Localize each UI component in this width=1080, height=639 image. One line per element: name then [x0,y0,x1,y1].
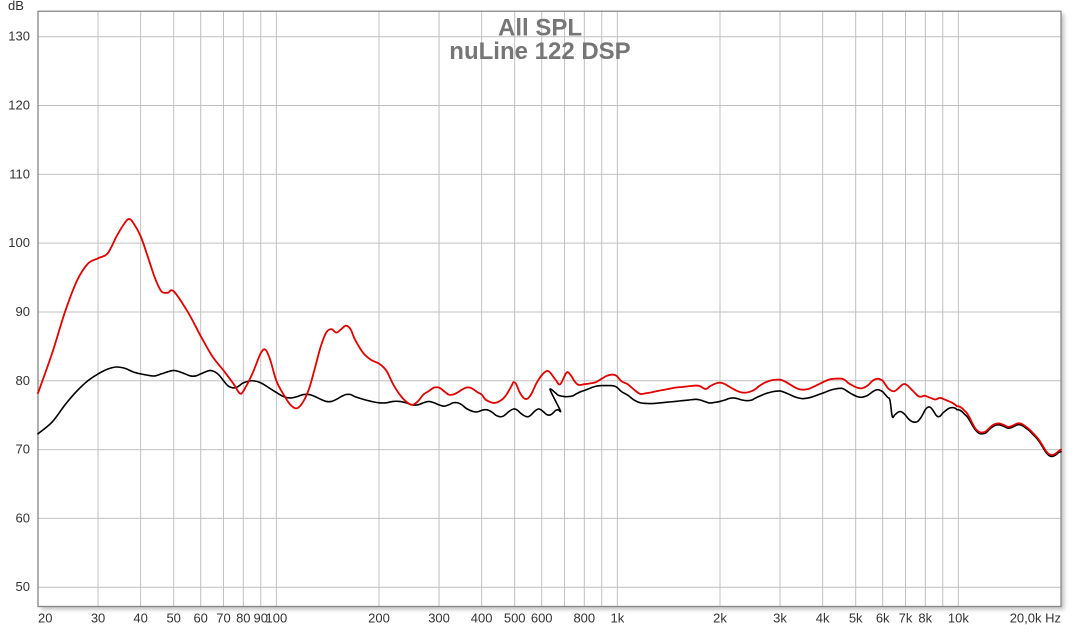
svg-text:600: 600 [531,610,553,625]
svg-text:60: 60 [193,610,207,625]
svg-text:7k: 7k [899,610,913,625]
svg-text:dB: dB [8,0,24,13]
svg-text:60: 60 [16,510,30,525]
svg-text:50: 50 [166,610,180,625]
svg-text:20: 20 [38,610,52,625]
svg-text:110: 110 [9,166,30,181]
svg-text:20,0k Hz: 20,0k Hz [1010,610,1061,625]
svg-text:2k: 2k [713,610,727,625]
svg-text:80: 80 [16,373,30,388]
svg-text:100: 100 [8,235,30,250]
svg-text:40: 40 [133,610,147,625]
svg-text:3k: 3k [773,610,787,625]
svg-text:8k: 8k [918,610,932,625]
svg-text:120: 120 [8,98,30,113]
svg-text:90: 90 [16,304,30,319]
svg-text:70: 70 [16,442,30,457]
svg-text:200: 200 [368,610,390,625]
svg-text:50: 50 [16,579,30,594]
svg-text:nuLine 122 DSP: nuLine 122 DSP [449,38,630,65]
svg-text:70: 70 [216,610,230,625]
svg-text:400: 400 [471,610,493,625]
svg-text:1k: 1k [610,610,624,625]
svg-text:6k: 6k [876,610,890,625]
svg-text:4k: 4k [816,610,830,625]
svg-text:5k: 5k [849,610,863,625]
svg-text:800: 800 [573,610,595,625]
svg-text:300: 300 [428,610,450,625]
svg-text:80: 80 [236,610,250,625]
svg-text:130: 130 [8,29,30,44]
svg-text:10k: 10k [948,610,969,625]
svg-text:500: 500 [504,610,526,625]
svg-text:100: 100 [265,610,287,625]
svg-text:30: 30 [91,610,105,625]
